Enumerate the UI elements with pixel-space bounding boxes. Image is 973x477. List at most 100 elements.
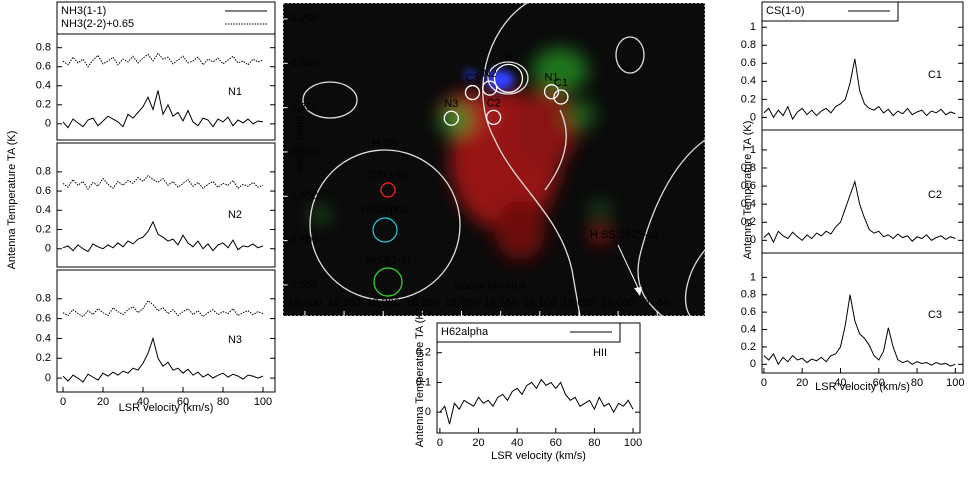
- x-tick-label: 0: [437, 437, 443, 449]
- y-tick-label: 0.8: [741, 39, 756, 51]
- x-tick-label: 18,000: [601, 297, 635, 309]
- x-tick-label: 20: [472, 437, 484, 449]
- x-axis-label: LSR velocity (km/s): [491, 450, 586, 462]
- x-tick-label: 80: [588, 437, 600, 449]
- y-axis-label: Antenna Temperature TA (K): [6, 131, 18, 270]
- x-tick-label: 18,300: [366, 297, 400, 309]
- source-label: N1: [545, 72, 559, 84]
- legend-box: [56, 1, 276, 35]
- panel-label: C1: [928, 69, 942, 81]
- x-tick-label: 40: [137, 396, 149, 408]
- source-label: C2: [487, 97, 501, 109]
- y-tick-label: -0.500: [287, 235, 318, 247]
- legend-label: NH3(1-1): [61, 5, 106, 17]
- x-tick-label: 18,250: [406, 297, 440, 309]
- panel-label: N2: [228, 209, 242, 221]
- legend-label: H62alpha: [441, 326, 489, 338]
- y-tick-label: 0.4: [36, 80, 51, 92]
- y-tick-label: 1: [750, 144, 756, 156]
- source-marker: [485, 109, 502, 126]
- x-tick-label: 18,150: [484, 297, 518, 309]
- x-tick-label: 40: [834, 377, 846, 389]
- y-tick-label: 0: [45, 372, 51, 384]
- y-tick-label: -0.300: [287, 57, 318, 69]
- source-marker: [464, 84, 481, 101]
- y-axis-label: Antenna Temperature TA (K): [742, 121, 754, 260]
- y-tick-label: 0.6: [36, 313, 51, 325]
- source-marker: [493, 63, 524, 94]
- map-image: [283, 3, 705, 316]
- y-tick-label: 0.2: [36, 99, 51, 111]
- y-tick-label: 0.8: [36, 42, 51, 54]
- plot-frame: [761, 252, 964, 374]
- legend-marker: [372, 217, 398, 243]
- source-label: N2: [483, 68, 497, 80]
- y-tick-label: 1: [750, 271, 756, 283]
- y-tick-label: 0: [425, 406, 431, 418]
- y-tick-label: 0.8: [36, 293, 51, 305]
- y-tick-label: 0.2: [741, 341, 756, 353]
- source-marker: [482, 80, 498, 96]
- x-tick-label: 60: [177, 396, 189, 408]
- x-tick-label: 18,100: [523, 297, 557, 309]
- x-tick-label: 0: [761, 377, 767, 389]
- y-axis-label: Antenna Temperature TA (K): [414, 309, 426, 448]
- x-tick-label: 40: [511, 437, 523, 449]
- y-tick-label: 0: [750, 234, 756, 246]
- x-tick-label: 60: [873, 377, 885, 389]
- map-frame: [282, 2, 706, 317]
- legend-label: H62alpha: [361, 204, 409, 216]
- panel-label: N1: [228, 86, 242, 98]
- panel-label: C3: [928, 309, 942, 321]
- legend-marker: [373, 267, 403, 297]
- spectrum-line: [62, 90, 264, 129]
- spectrum-line: [62, 336, 264, 383]
- x-tick-label: 100: [946, 377, 964, 389]
- spectrum-line: [62, 174, 264, 191]
- y-tick-label: 0.4: [36, 204, 51, 216]
- legend-box: [436, 322, 621, 343]
- spectrum-line: [763, 58, 956, 121]
- y-tick-label: 0.2: [741, 93, 756, 105]
- x-tick-label: 18,350: [327, 297, 361, 309]
- source-marker: [543, 84, 560, 100]
- source-marker: [553, 89, 569, 105]
- legend-label: NH3(1-1): [365, 254, 410, 266]
- x-tick-label: 80: [911, 377, 923, 389]
- y-tick-label: -0.400: [287, 146, 318, 158]
- y-tick-label: 0.6: [36, 61, 51, 73]
- y-tick-label: 0.8: [741, 289, 756, 301]
- y-tick-label: 0.4: [741, 198, 756, 210]
- y-tick-label: 0.4: [741, 323, 756, 335]
- y-tick-label: -0.250: [287, 13, 318, 25]
- legend-title: H SS: [372, 137, 398, 149]
- legend-label: CS(1-0): [766, 5, 805, 17]
- spectrum-line: [62, 220, 264, 253]
- x-tick-label: 18,050: [562, 297, 596, 309]
- panel-label: C2: [928, 189, 942, 201]
- y-tick-label: -0.550: [287, 279, 318, 291]
- x-tick-label: 18,200: [445, 297, 479, 309]
- x-axis-label: alactic lon itu e: [454, 280, 527, 292]
- y-tick-label: 0.2: [36, 352, 51, 364]
- source-label: H: [505, 51, 513, 63]
- y-tick-label: 0.6: [741, 306, 756, 318]
- panel-label: HII: [593, 347, 607, 359]
- source-label: N3: [444, 98, 458, 110]
- spectrum-line: [62, 300, 264, 318]
- y-axis-label: alactic latitu e: [294, 107, 306, 174]
- y-tick-label: 1: [750, 21, 756, 33]
- source-marker: [443, 110, 459, 126]
- x-axis-label: LSR velocity (km/s): [119, 402, 214, 414]
- plot-frame: [56, 269, 276, 393]
- legend-box: [761, 1, 899, 22]
- source-label: C1: [554, 77, 568, 89]
- x-tick-label: 100: [624, 437, 642, 449]
- y-tick-label: 0.1: [416, 376, 431, 388]
- y-tick-label: 0: [45, 118, 51, 130]
- y-tick-label: 0.2: [741, 216, 756, 228]
- y-tick-label: 0.6: [36, 185, 51, 197]
- legend-label: NH3(2-2)+0.65: [61, 18, 134, 30]
- y-tick-label: 0.6: [741, 57, 756, 69]
